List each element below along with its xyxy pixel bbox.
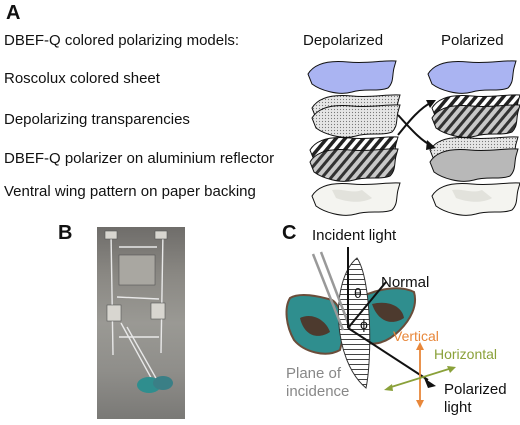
incident-light-label: Incident light — [312, 227, 397, 244]
plane-of-incidence-label-1: Plane of — [286, 365, 342, 382]
normal-label: Normal — [381, 274, 430, 291]
panel-b-letter: B — [58, 222, 73, 244]
polarized-light-label-2: light — [444, 399, 472, 416]
phi-label: ϕ — [360, 316, 368, 332]
row-label-transparencies: Depolarizing transparencies — [4, 111, 190, 128]
plane-of-incidence-label-2: incidence — [286, 383, 350, 400]
row-label-polarizer: DBEF-Q polarizer on aluminium reflector — [4, 150, 275, 167]
panel-c-letter: C — [282, 222, 297, 244]
panel-a-letter: A — [6, 2, 21, 24]
polarized-stack — [427, 60, 520, 216]
horizontal-label: Horizontal — [434, 346, 498, 362]
row-label-roscolux: Roscolux colored sheet — [4, 70, 160, 87]
column-polarized: Polarized — [441, 32, 504, 49]
row-label-wing-pattern: Ventral wing pattern on paper backing — [4, 183, 256, 200]
polarized-light-label-1: Polarized — [444, 381, 507, 398]
theta-label: θ — [354, 285, 362, 301]
panel-a-title: DBEF-Q colored polarizing models: — [4, 32, 240, 49]
depolarized-stack — [307, 60, 401, 216]
apparatus-photo — [97, 227, 185, 419]
vertical-label: Vertical — [393, 328, 439, 344]
column-depolarized: Depolarized — [303, 32, 384, 49]
